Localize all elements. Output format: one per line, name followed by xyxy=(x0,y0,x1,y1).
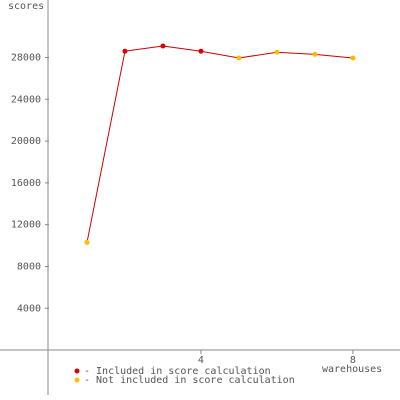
y-tick-label: 24000 xyxy=(11,94,41,105)
point xyxy=(122,48,128,54)
legend-label: - Not included in score calculation xyxy=(84,375,295,386)
point xyxy=(236,55,242,61)
y-tick-label: 20000 xyxy=(11,136,41,147)
point xyxy=(84,239,90,245)
x-axis-label: warehouses xyxy=(322,364,382,375)
point xyxy=(274,49,280,55)
legend-label: - Included in score calculation xyxy=(84,366,271,377)
y-tick-label: 28000 xyxy=(11,52,41,63)
legend-marker xyxy=(74,377,80,383)
legend-marker xyxy=(74,368,80,374)
y-tick-label: 16000 xyxy=(11,178,41,189)
point xyxy=(198,48,204,54)
point xyxy=(312,51,318,57)
y-tick-label: 12000 xyxy=(11,220,41,231)
x-tick-label: 8 xyxy=(350,355,356,366)
x-tick-label: 4 xyxy=(198,355,204,366)
point xyxy=(160,43,166,49)
line xyxy=(86,45,353,243)
point xyxy=(350,55,356,61)
y-tick-label: 4000 xyxy=(17,303,41,314)
y-axis-label: scores xyxy=(8,1,44,12)
y-tick-label: 8000 xyxy=(17,261,41,272)
